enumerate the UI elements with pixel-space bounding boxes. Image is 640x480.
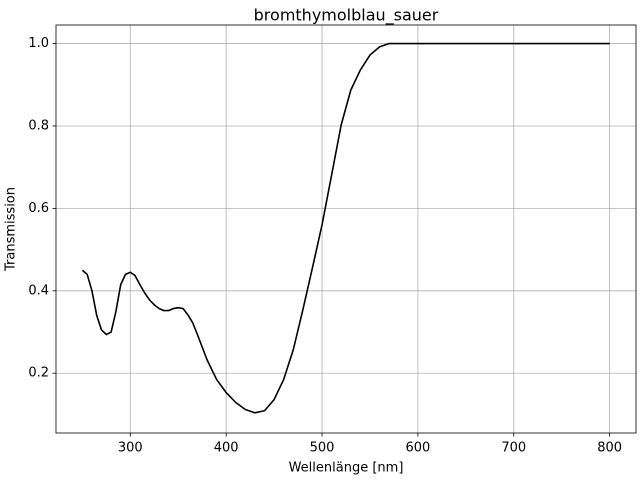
y-tick-label: 0.8 bbox=[28, 118, 49, 133]
x-tick-label: 700 bbox=[501, 441, 526, 456]
y-axis-label: Transmission bbox=[4, 187, 19, 272]
x-tick-label: 500 bbox=[310, 441, 335, 456]
x-tick-label: 600 bbox=[405, 441, 430, 456]
plot-frame bbox=[55, 24, 637, 434]
y-tick-label: 0.4 bbox=[28, 283, 49, 298]
data-line bbox=[81, 42, 610, 414]
chart-title: bromthymolblau_sauer bbox=[254, 6, 439, 26]
x-axis-label: Wellenlänge [nm] bbox=[289, 461, 404, 476]
y-tick-label: 0.2 bbox=[28, 366, 49, 381]
y-tick-label: 0.6 bbox=[28, 201, 49, 216]
x-tick-label: 300 bbox=[118, 441, 143, 456]
y-tick-label: 1.0 bbox=[28, 36, 49, 51]
x-tick-label: 400 bbox=[214, 441, 239, 456]
x-tick-label: 800 bbox=[597, 441, 622, 456]
